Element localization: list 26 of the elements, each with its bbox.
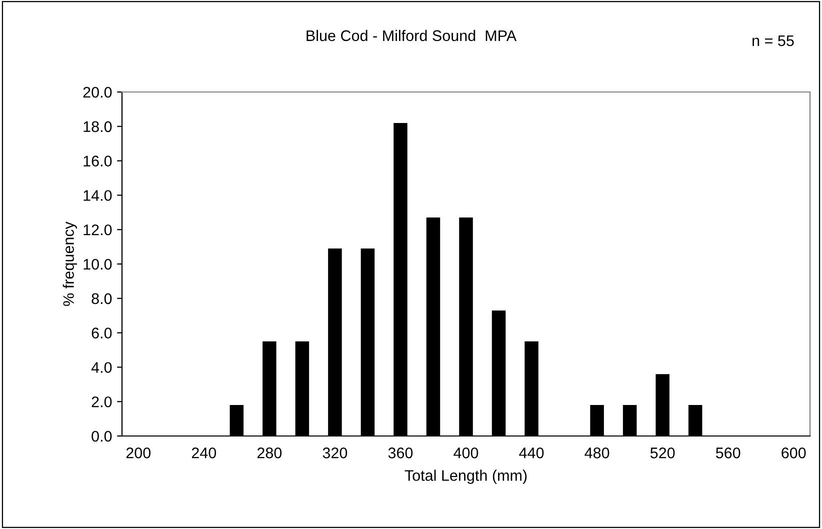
y-tick-label: 6.0 [92,328,112,338]
x-tick-label: 280 [257,448,282,458]
y-tick-label: 16.0 [84,156,112,166]
x-tick-label: 440 [519,448,544,458]
x-tick-label: 480 [584,448,610,458]
y-tick-label: 10.0 [84,258,112,270]
x-tick-label: 320 [322,448,348,458]
y-tick-label: 2.0 [92,396,112,408]
y-axis-title: % frequency [62,222,77,306]
y-tick-label: 4.0 [91,362,112,373]
x-tick-label: 520 [650,448,675,458]
chart-title: Blue Cod - Milford Sound MPA [306,30,517,42]
x-axis-title: Total Length (mm) [404,470,527,484]
y-tick-label: 8.0 [92,293,112,304]
x-tick-label: 600 [782,448,806,458]
x-tick-label: 200 [126,448,151,458]
x-tick-label: 240 [192,448,216,458]
x-tick-label: 400 [454,448,478,458]
y-tick-label: 12.0 [84,224,112,236]
y-tick-label: 0.0 [92,430,112,442]
text: n = 55 [752,35,794,46]
x-tick-label: 560 [716,448,740,458]
y-tick-label: 18.0 [84,121,112,132]
y-tick-label: 20.0 [83,86,112,98]
y-tick-label: 14.0 [84,190,112,201]
x-tick-label: 360 [388,448,413,458]
